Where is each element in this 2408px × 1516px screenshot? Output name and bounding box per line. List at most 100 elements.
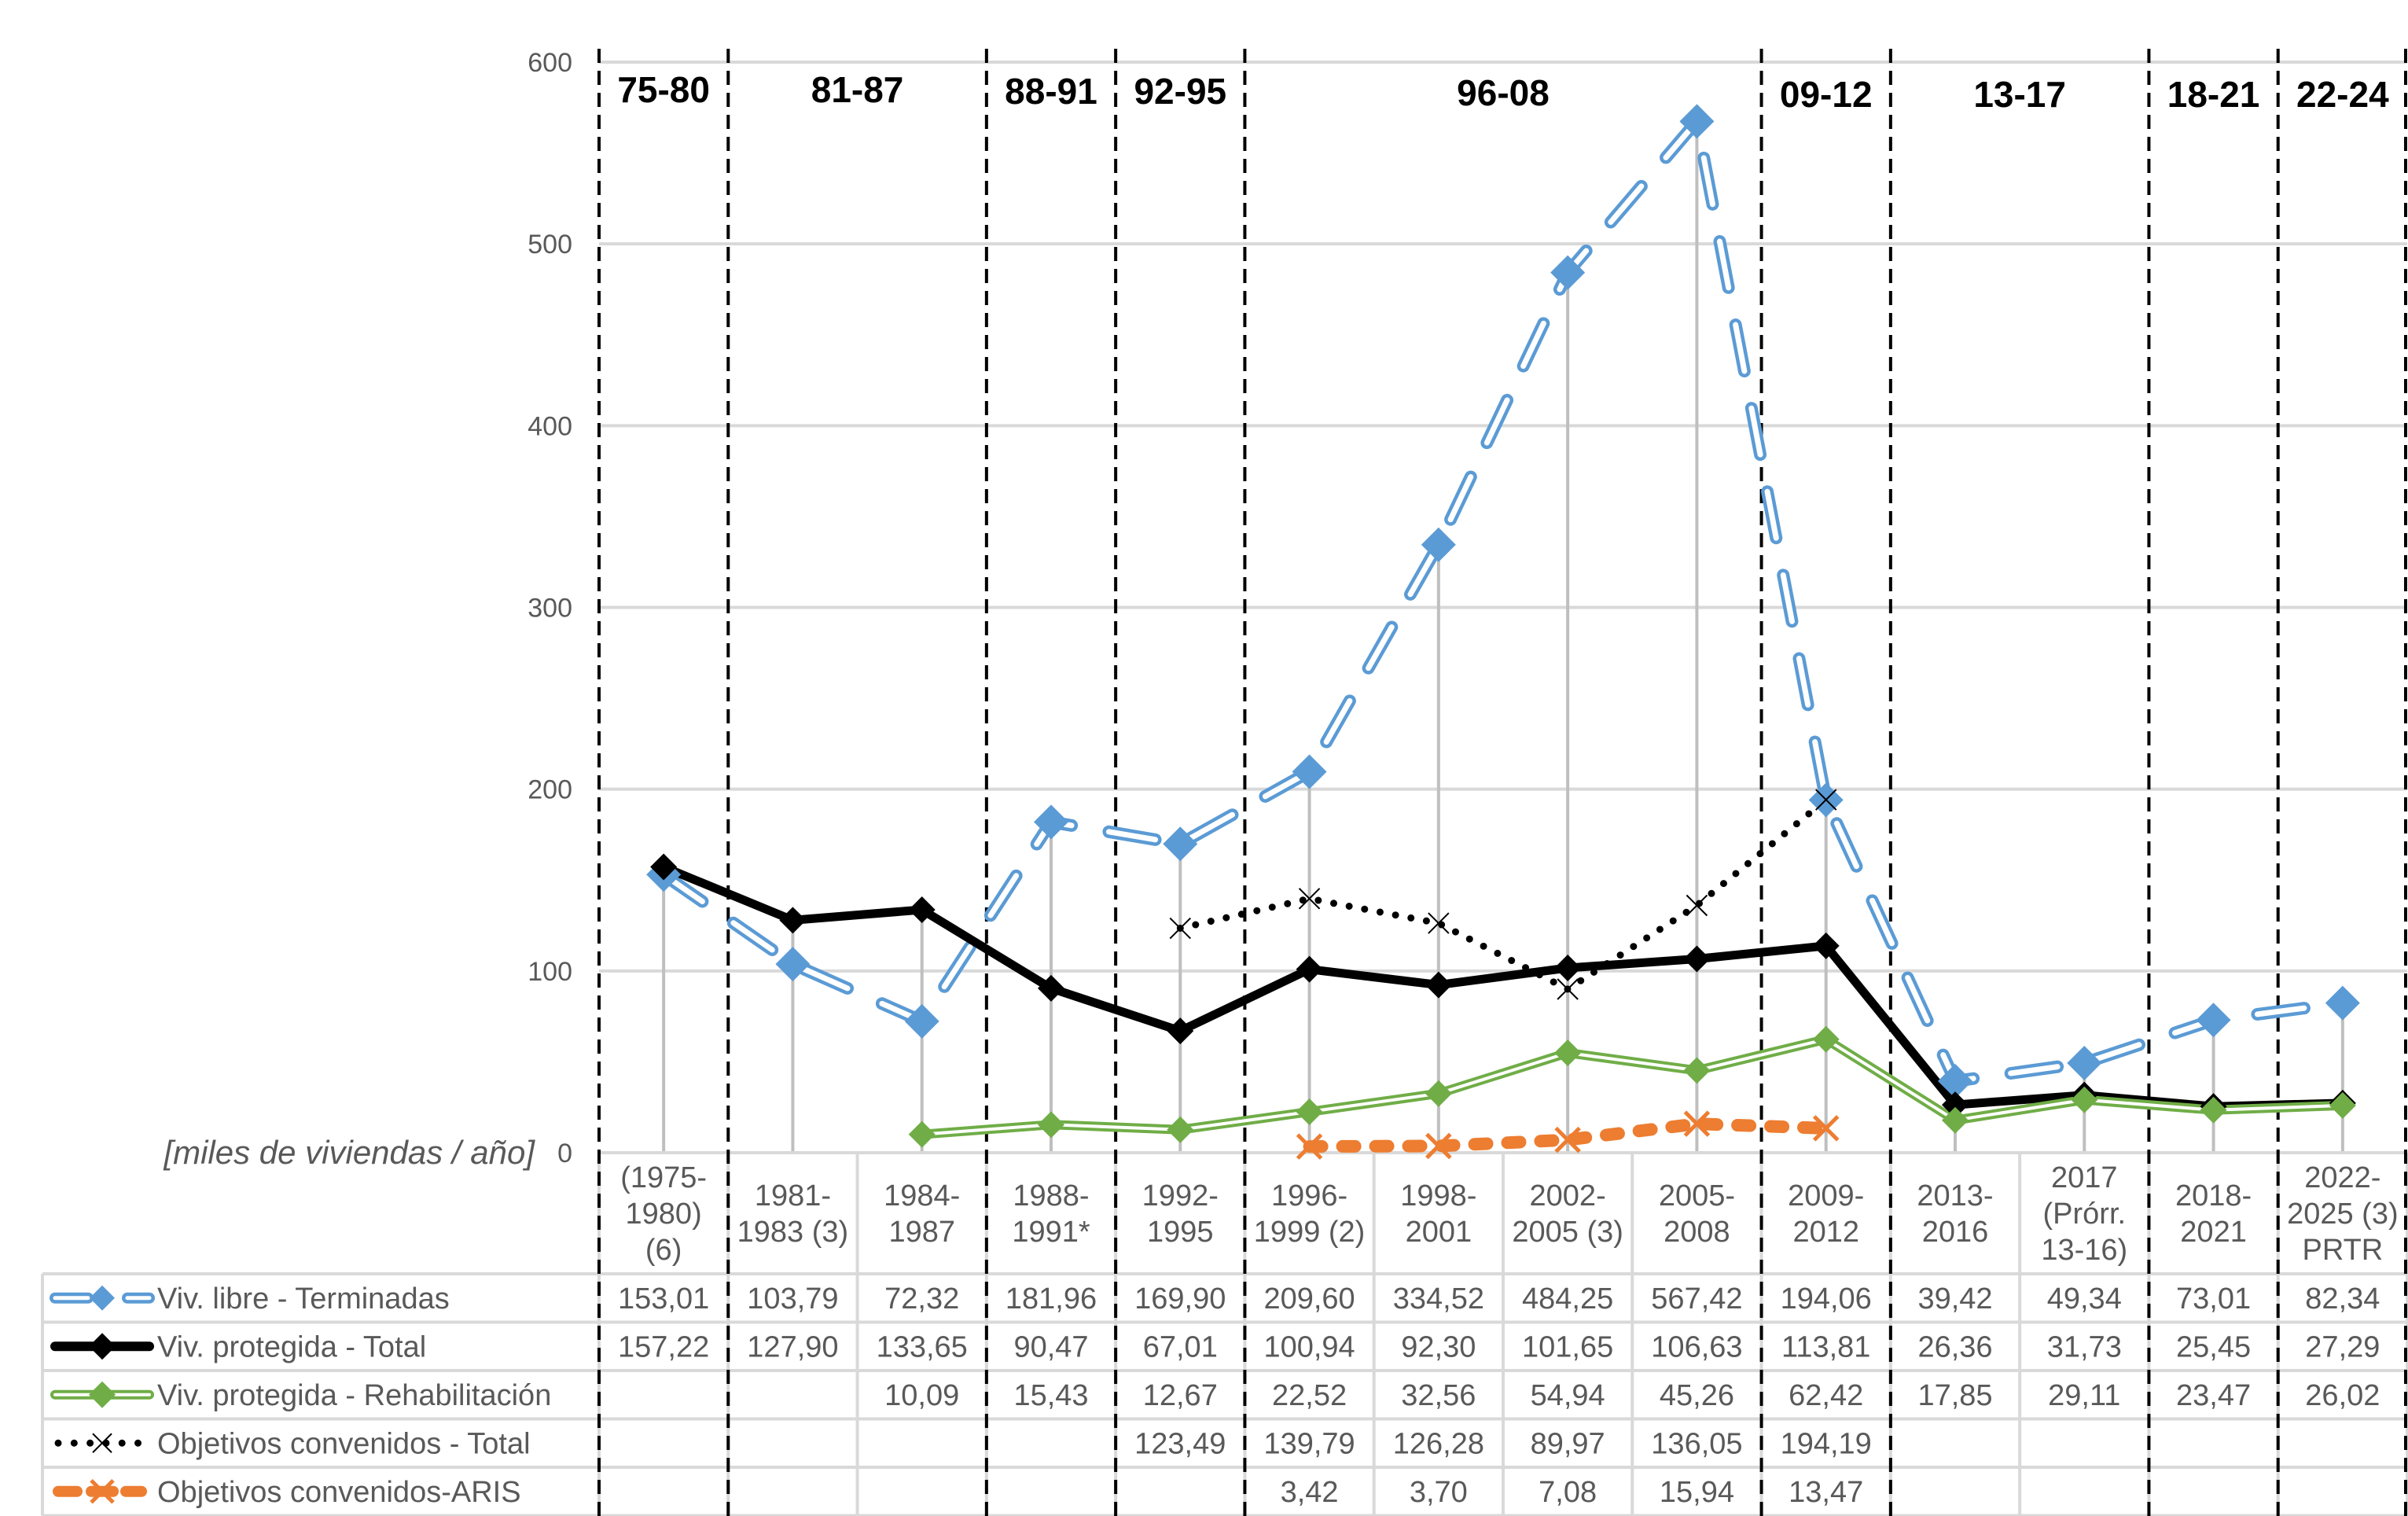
table-cell-value: 27,29 xyxy=(2305,1330,2380,1363)
data-table-grid xyxy=(41,1151,2408,1516)
table-cell-value: 153,01 xyxy=(618,1282,709,1315)
table-cell-value: 89,97 xyxy=(1531,1427,1605,1460)
category-label: 1980) xyxy=(626,1198,702,1231)
marker-0 xyxy=(2067,1045,2102,1080)
category-label: 1988- xyxy=(1013,1179,1089,1212)
marker-1 xyxy=(650,853,678,881)
table-cell-value: 25,45 xyxy=(2176,1330,2251,1363)
y-axis-unit-label: [miles de viviendas / año] xyxy=(163,1134,535,1171)
table-cell-value: 15,43 xyxy=(1013,1379,1088,1412)
table-cell-value: 82,34 xyxy=(2305,1282,2380,1315)
table-cell-value: 123,49 xyxy=(1134,1427,1226,1460)
category-label: 1987 xyxy=(888,1216,955,1249)
table-cell-value: 73,01 xyxy=(2176,1282,2251,1315)
table-cell-value: 72,32 xyxy=(884,1282,959,1315)
table-cell-value: 169,90 xyxy=(1134,1282,1226,1315)
category-label: 2021 xyxy=(2180,1216,2247,1249)
category-label: 1995 xyxy=(1147,1216,1214,1249)
category-label: 1981- xyxy=(755,1179,831,1212)
marker-1 xyxy=(1942,1091,1969,1119)
category-label: 2013- xyxy=(1917,1179,1993,1212)
marker-2 xyxy=(2071,1086,2098,1113)
category-label: 1991* xyxy=(1012,1216,1090,1249)
table-cell-value: 126,28 xyxy=(1393,1427,1484,1460)
series-line-0 xyxy=(657,115,2349,1087)
series-line-inner-0 xyxy=(660,118,2346,1084)
series-line-inner-2 xyxy=(921,1037,2343,1136)
table-cell-value: 12,67 xyxy=(1143,1379,1218,1412)
period-label: 96-08 xyxy=(1457,72,1550,113)
y-tick-label: 100 xyxy=(528,957,572,987)
series-line-1 xyxy=(662,863,2344,1111)
table-cell-value: 334,52 xyxy=(1393,1282,1484,1315)
marker-2 xyxy=(2329,1091,2356,1119)
category-label: 2005- xyxy=(1659,1179,1735,1212)
table-cell-value: 26,36 xyxy=(1917,1330,1992,1363)
marker-0 xyxy=(1679,104,1715,139)
table-cell-value: 32,56 xyxy=(1401,1379,1476,1412)
marker-0 xyxy=(1938,1063,1972,1098)
period-label: 18-21 xyxy=(2167,74,2260,115)
category-label: PRTR xyxy=(2302,1234,2383,1267)
marker-1 xyxy=(908,896,936,924)
table-cell-value: 15,94 xyxy=(1660,1476,1734,1509)
y-tick-label: 400 xyxy=(528,411,572,441)
table-cell-value: 194,06 xyxy=(1781,1282,1872,1315)
table-cell-value: 157,22 xyxy=(618,1330,709,1363)
legend-marker xyxy=(92,1433,112,1453)
legend-marker xyxy=(89,1333,116,1360)
table-cell-value: 100,94 xyxy=(1263,1330,1355,1363)
legend-label: Viv. protegida - Total xyxy=(157,1330,426,1363)
table-cell-value: 22,52 xyxy=(1272,1379,1347,1412)
legend-item: Objetivos convenidos-ARIS xyxy=(53,1476,521,1509)
marker-4 xyxy=(1296,1133,1323,1160)
category-labels: (1975- 1980)(6) 1981- 1983 (3) 1984- 1987 1988… xyxy=(620,1161,2398,1267)
marker-0 xyxy=(904,1003,939,1039)
series-markers xyxy=(646,104,2360,1160)
marker-1 xyxy=(1812,932,1840,959)
category-label: 2005 (3) xyxy=(1512,1216,1623,1249)
table-cell-value: 181,96 xyxy=(1005,1282,1097,1315)
marker-2 xyxy=(1554,1039,1582,1066)
marker-4 xyxy=(1683,1110,1711,1137)
category-label: (1975- xyxy=(620,1161,707,1194)
marker-1 xyxy=(1296,955,1323,983)
period-label: 13-17 xyxy=(1973,74,2066,115)
category-label: 2002- xyxy=(1530,1179,1606,1212)
table-cell-value: 139,79 xyxy=(1263,1427,1355,1460)
marker-0 xyxy=(2325,985,2360,1021)
table-cell-value: 136,05 xyxy=(1651,1427,1742,1460)
marker-0 xyxy=(1034,804,1068,840)
marker-0 xyxy=(1550,255,1586,290)
table-cell-value: 54,94 xyxy=(1531,1379,1605,1412)
table-cell-value: 127,90 xyxy=(747,1330,838,1363)
period-label: 75-80 xyxy=(617,69,710,110)
category-label: 2022- xyxy=(2304,1161,2380,1194)
period-separators xyxy=(597,49,2407,1516)
table-cell-value: 133,65 xyxy=(877,1330,968,1363)
table-cell-value: 3,70 xyxy=(1410,1476,1468,1509)
marker-3 xyxy=(1557,978,1579,1000)
marker-4 xyxy=(1812,1115,1840,1142)
gridlines xyxy=(599,61,2407,1154)
category-label: (Prórr. xyxy=(2043,1198,2127,1231)
series-lines xyxy=(657,115,2349,1154)
table-cell-value: 23,47 xyxy=(2176,1379,2251,1412)
category-label: 2012 xyxy=(1792,1216,1859,1249)
table-cell-value: 67,01 xyxy=(1143,1330,1218,1363)
legend-item: Objetivos convenidos - Total xyxy=(54,1427,531,1460)
table-cell-value: 92,30 xyxy=(1401,1330,1476,1363)
marker-3 xyxy=(1428,912,1450,934)
marker-2 xyxy=(1296,1098,1323,1125)
category-label: 1992- xyxy=(1142,1179,1219,1212)
marker-3 xyxy=(1686,894,1708,917)
legend-marker xyxy=(90,1285,115,1311)
category-label: 1984- xyxy=(884,1179,960,1212)
legend-label: Viv. protegida - Rehabilitación xyxy=(157,1379,551,1412)
y-tick-label: 300 xyxy=(528,594,572,624)
marker-0 xyxy=(1163,826,1198,862)
table-cell-value: 106,63 xyxy=(1651,1330,1742,1363)
marker-1 xyxy=(1038,974,1064,1002)
period-labels: 75-80 81-87 88-91 92-95 96-08 09-12 13-17 18-21… xyxy=(617,69,2389,115)
table-cell-value: 7,08 xyxy=(1539,1476,1597,1509)
